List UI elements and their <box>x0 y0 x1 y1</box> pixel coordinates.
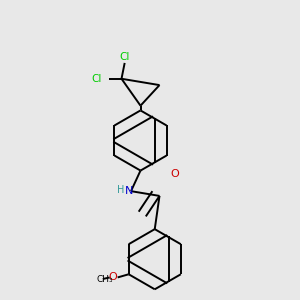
Text: Cl: Cl <box>91 74 101 84</box>
Text: Cl: Cl <box>119 52 130 61</box>
Text: CH₃: CH₃ <box>96 274 113 284</box>
Text: H: H <box>117 184 124 195</box>
Text: O: O <box>109 272 117 282</box>
Text: O: O <box>170 169 179 179</box>
Text: N: N <box>125 186 134 196</box>
